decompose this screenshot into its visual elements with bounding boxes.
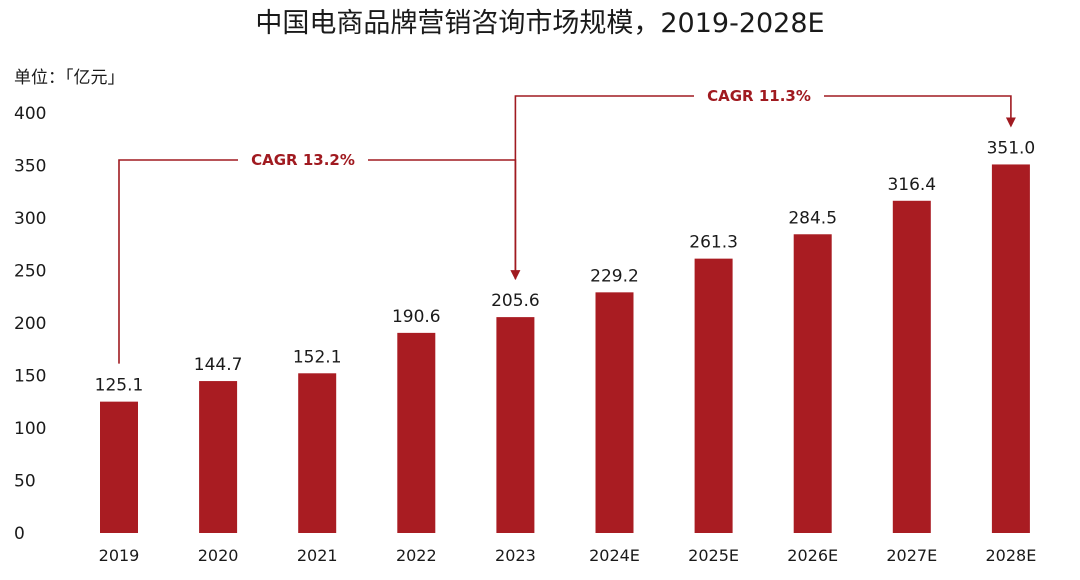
x-tick-label: 2020 (198, 546, 239, 565)
x-tick-label: 2027E (886, 546, 937, 565)
y-tick-label: 400 (14, 104, 46, 124)
y-tick-label: 200 (14, 314, 46, 334)
x-tick-label: 2021 (297, 546, 338, 565)
bar-2020 (199, 381, 238, 533)
data-label: 261.3 (689, 233, 738, 253)
y-tick-label: 250 (14, 262, 46, 282)
x-tick-label: 2026E (787, 546, 838, 565)
y-tick-label: 50 (14, 472, 36, 492)
x-tick-label: 2022 (396, 546, 437, 565)
data-label: 316.4 (887, 175, 936, 195)
y-tick-label: 0 (14, 524, 25, 544)
data-label: 125.1 (95, 376, 144, 396)
data-labels: 125.1 144.7 152.1 190.6 205.6 229.2 261.3 284.5… (95, 138, 1036, 395)
bar-2023 (496, 317, 535, 533)
x-tick-label: 2023 (495, 546, 536, 565)
cagr-label: CAGR 13.2% (251, 151, 355, 169)
cagr-annotation-1: CAGR 13.2% (118, 151, 521, 364)
cagr-arrow (368, 159, 521, 281)
data-label: 144.7 (194, 355, 243, 375)
cagr-annotation-2: CAGR 11.3% (514, 87, 1016, 280)
cagr-arrow (824, 95, 1016, 128)
bar-2026E (793, 234, 832, 533)
data-label: 190.6 (392, 307, 441, 327)
y-tick-label: 350 (14, 157, 46, 177)
y-tick-label: 300 (14, 209, 46, 229)
data-label: 229.2 (590, 266, 639, 286)
bars (100, 164, 1030, 533)
bar-2022 (397, 332, 436, 533)
data-label: 351.0 (987, 138, 1036, 158)
unit-label: 单位：「亿元」 (14, 68, 125, 88)
cagr-annotations: CAGR 13.2% CAGR 11.3% (118, 87, 1016, 364)
y-tick-label: 150 (14, 367, 46, 387)
data-label: 284.5 (788, 208, 837, 228)
y-tick-label: 100 (14, 419, 46, 439)
y-axis: 0 50 100 150 200 250 300 350 400 (14, 104, 46, 544)
bar-2019 (100, 401, 138, 533)
bar-2028E (991, 164, 1030, 533)
bar-2024E (595, 292, 634, 533)
data-label: 152.1 (293, 347, 342, 367)
x-tick-label: 2025E (688, 546, 739, 565)
bar-2021 (298, 373, 337, 533)
data-label: 205.6 (491, 291, 540, 311)
cagr-bracket-left (514, 95, 694, 280)
x-tick-label: 2019 (99, 546, 140, 565)
bar-2027E (892, 200, 931, 533)
cagr-bracket-left (118, 159, 238, 364)
x-tick-label: 2028E (985, 546, 1036, 565)
x-tick-label: 2024E (589, 546, 640, 565)
chart-title: 中国电商品牌营销咨询市场规模，2019-2028E (255, 8, 824, 39)
cagr-label: CAGR 11.3% (707, 87, 811, 105)
x-axis: 2019 2020 2021 2022 2023 2024E 2025E 2026E 2027E… (99, 546, 1037, 565)
bar-2025E (694, 258, 733, 533)
